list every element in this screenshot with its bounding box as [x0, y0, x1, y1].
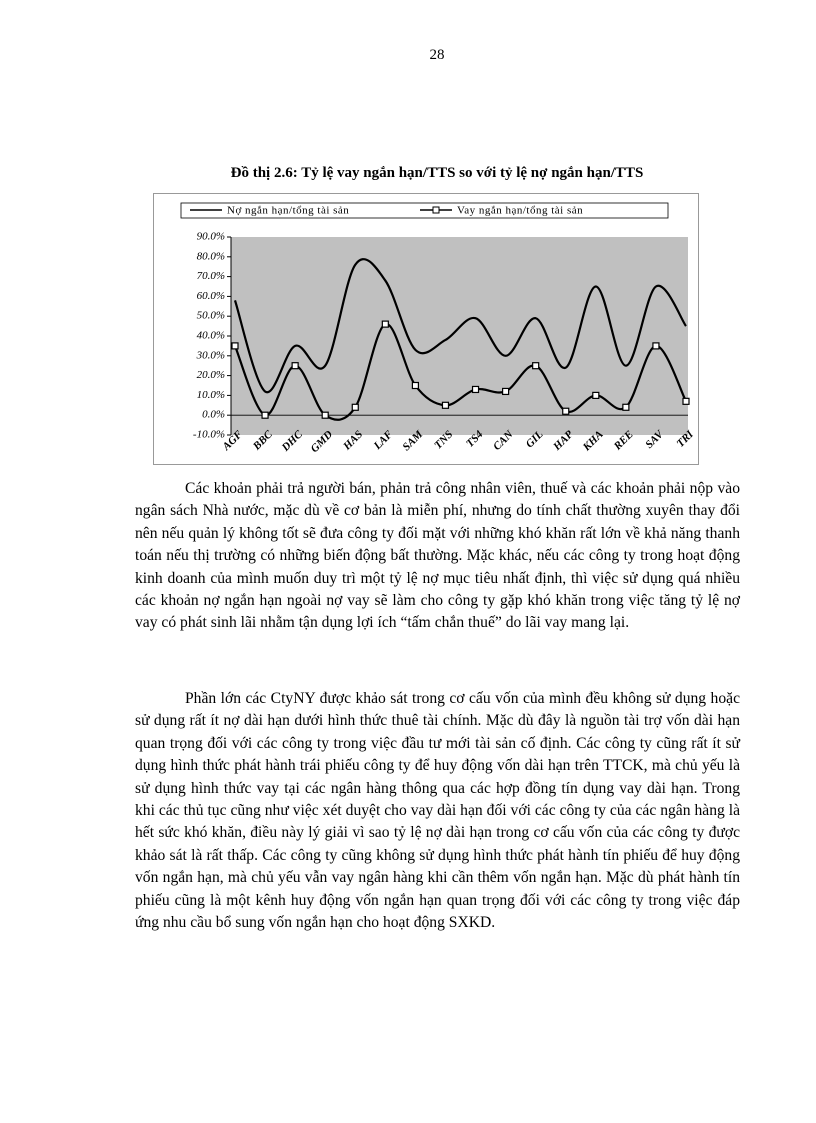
y-tick-label: -10.0% [193, 429, 225, 441]
chart: -10.0% 0.0% 10.0% 20.0% 30.0% 40.0% 50.0% 60.0%… [153, 193, 699, 465]
point-marker [291, 362, 299, 370]
point-marker [622, 403, 630, 411]
point-marker [471, 385, 480, 394]
paragraph: Các khoản phải trả người bán, phản trả c… [135, 480, 740, 632]
y-tick-label: 70.0% [197, 270, 225, 282]
y-tick-label: 20.0% [197, 369, 225, 381]
y-tick-label: 80.0% [197, 250, 225, 262]
paragraph: Phần lớn các CtyNY được khảo sát trong c… [135, 690, 740, 932]
point-marker [502, 387, 510, 396]
point-marker [652, 342, 660, 350]
point-marker [682, 397, 690, 405]
point-marker [592, 391, 600, 399]
legend-label: Nợ ngắn hạn/tổng tài sản [227, 205, 349, 217]
point-marker [381, 320, 389, 328]
y-tick-label: 60.0% [197, 290, 225, 302]
y-tick-label: 30.0% [196, 349, 225, 361]
y-tick-label: 0.0% [202, 409, 225, 421]
series-line [233, 323, 687, 421]
point-marker [321, 411, 329, 419]
point-marker [411, 381, 419, 390]
page-number: 28 [429, 47, 445, 63]
series-line [233, 258, 687, 394]
point-marker [441, 401, 450, 409]
y-tick-label: 50.0% [197, 310, 225, 322]
y-tick-label: 90.0% [197, 231, 225, 243]
point-marker [562, 407, 570, 415]
chart-title: Đồ thị 2.6: Tỷ lệ vay ngắn hạn/TTS so vớ… [230, 165, 644, 181]
point-marker [261, 411, 269, 419]
y-tick-label: 40.0% [197, 330, 225, 342]
point-marker [351, 403, 359, 411]
point-marker [231, 342, 239, 350]
legend-marker [432, 206, 440, 214]
legend-label: Vay ngắn hạn/tổng tài sản [457, 205, 583, 217]
y-tick-label: 10.0% [197, 389, 225, 401]
plot-area [231, 237, 688, 435]
point-marker [532, 362, 540, 370]
